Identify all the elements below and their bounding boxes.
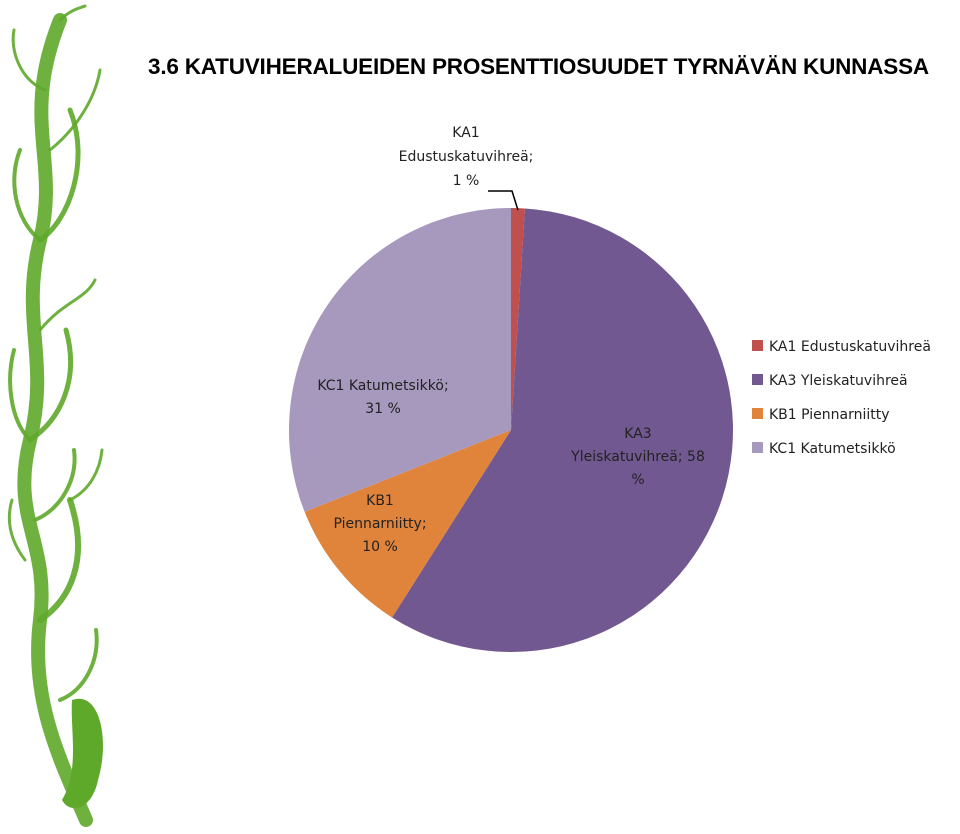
legend-label-ka1-edustuskatuvihrea: KA1 Edustuskatuvihreä xyxy=(769,339,931,355)
leader-line xyxy=(488,190,519,211)
legend-label-kc1-katumetsikko: KC1 Katumetsikkö xyxy=(769,441,896,457)
data-label-ka3-yleiskatuvihrea: KA3 Yleiskatuvihreä; 58% xyxy=(570,426,705,488)
legend-label-ka3-yleiskatuvihrea: KA3 Yleiskatuvihreä xyxy=(769,373,908,389)
green-vine-decoration xyxy=(7,4,104,827)
chart-legend: KA1 Edustuskatuvihreä KA3 Yleiskatuvihreä… xyxy=(752,339,931,457)
pie-slice-ka3-yleiskatuvihrea xyxy=(392,208,733,653)
data-label-kc1-katumetsikko: KC1 Katumetsikkö; 31 % xyxy=(317,378,448,417)
legend-swatch-kc1-katumetsikko xyxy=(752,442,763,453)
legend-label-kb1-piennarniitty: KB1 Piennarniitty xyxy=(769,407,890,423)
pie-slice-kb1-piennarniitty xyxy=(304,430,511,618)
page-title: 3.6 KATUVIHERALUEIDEN PROSENTTIOSUUDET T… xyxy=(148,54,929,79)
legend-swatch-ka1-edustuskatuvihrea xyxy=(752,340,763,351)
legend-swatch-kb1-piennarniitty xyxy=(752,408,763,419)
pie-slice-kc1-katumetsikko xyxy=(288,208,511,512)
data-label-ka1-edustuskatuvihrea: KA1 Edustuskatuvihreä; 1 % xyxy=(399,125,534,189)
pie-slice-ka1-edustuskatuvihrea xyxy=(511,208,525,430)
legend-swatch-ka3-yleiskatuvihrea xyxy=(752,374,763,385)
data-label-kb1-piennarniitty: KB1 Piennarniitty; 10 % xyxy=(333,493,426,555)
